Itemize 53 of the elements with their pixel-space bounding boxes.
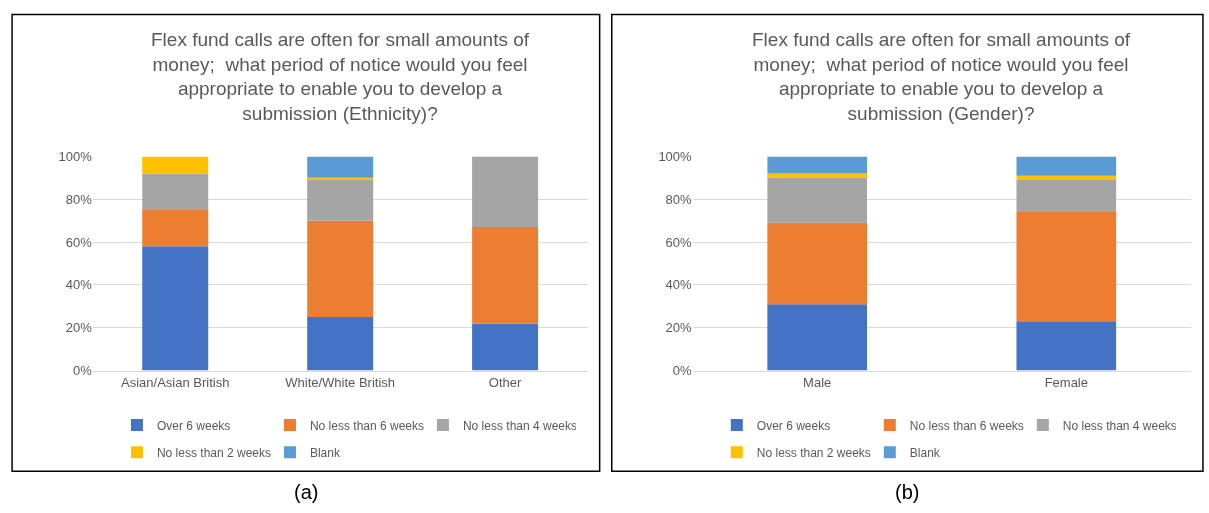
bar (1016, 175, 1117, 180)
bar (307, 179, 374, 221)
bar (307, 156, 374, 178)
x-tick-label: Other (488, 375, 523, 391)
legend-label: No less than 6 weeks (909, 418, 1024, 433)
y-tick-label: 20% (65, 320, 93, 336)
bar (472, 323, 539, 371)
x-tick-label: Male (803, 375, 832, 391)
legend-label: No less than 4 weeks (462, 418, 578, 433)
bar (767, 173, 868, 178)
chart-title: Flex fund calls are often for small amounts of money; what period of notice would you feel appropriate to enable you to develop a submission (Ethnicity)? (151, 29, 530, 125)
y-tick-label: 40% (665, 277, 693, 293)
bar (1016, 212, 1117, 322)
y-tick-label: 20% (665, 320, 693, 336)
legend-label: Blank (309, 445, 341, 460)
text: (b) (895, 481, 920, 503)
chart-title: Flex fund calls are often for small amounts of money; what period of notice would you feel appropriate to enable you to develop a submission (Gender)? (752, 29, 1131, 125)
y-tick-label: 0% (72, 363, 93, 379)
bar (307, 317, 374, 371)
bar (307, 220, 374, 317)
y-tick-label: 80% (665, 191, 693, 207)
bar (472, 227, 539, 324)
x-tick-label: Female (1044, 375, 1088, 391)
bar (142, 209, 209, 247)
bar (1016, 156, 1117, 176)
legend-label: No less than 2 weeks (756, 445, 871, 460)
bar (1016, 179, 1117, 213)
y-tick-label: 40% (65, 277, 93, 293)
bar (142, 156, 209, 174)
bar (767, 177, 868, 223)
y-tick-label: 60% (665, 234, 693, 250)
legend-label: No less than 6 weeks (309, 418, 425, 433)
legend-label: Over 6 weeks (156, 418, 231, 433)
bar (142, 246, 209, 371)
bar (142, 173, 209, 210)
legend-label: No less than 4 weeks (1062, 418, 1177, 433)
x-tick-label: Asian/Asian British (121, 375, 230, 391)
y-tick-label: 0% (672, 363, 693, 379)
y-tick-label: 60% (65, 234, 93, 250)
bar (767, 156, 868, 174)
legend-label: No less than 2 weeks (156, 445, 272, 460)
legend-label: Over 6 weeks (756, 418, 831, 433)
legend-label: Blank (909, 445, 941, 460)
bar (307, 177, 374, 180)
text: (a) (294, 481, 319, 503)
bar (472, 156, 539, 228)
y-tick-label: 100% (58, 148, 93, 164)
y-tick-label: 80% (65, 191, 93, 207)
bar (767, 304, 868, 371)
x-tick-label: White/White British (285, 375, 396, 391)
y-tick-label: 100% (658, 148, 693, 164)
bar (767, 222, 868, 305)
bar (1016, 321, 1117, 371)
